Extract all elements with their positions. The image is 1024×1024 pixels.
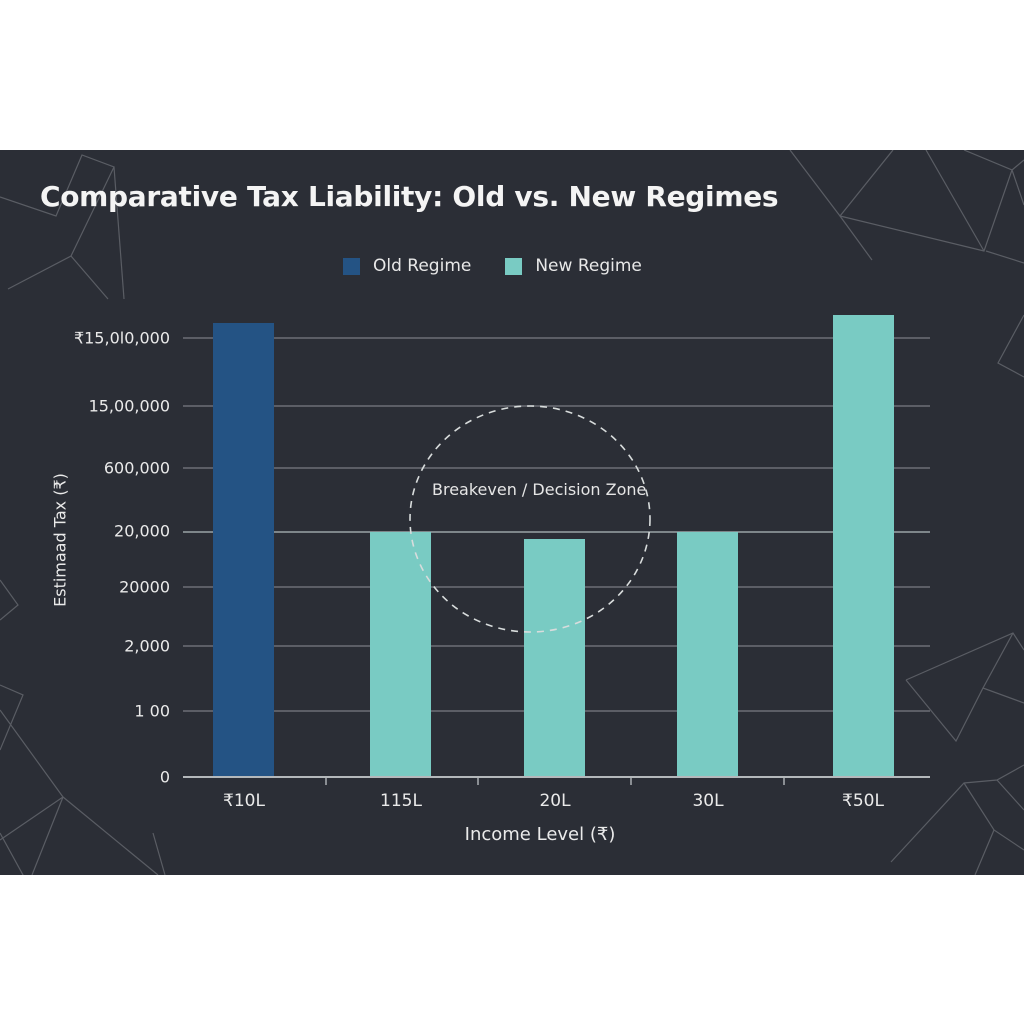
y-tick-label: 0: [159, 767, 170, 787]
x-tick-label: 30L: [692, 791, 724, 811]
y-axis-title: Estimaad Tax (₹): [50, 473, 70, 607]
bar-50L-new: [833, 315, 894, 776]
plot-area: [183, 315, 930, 785]
chart-title: Comparative Tax Liability: Old vs. New R…: [40, 180, 779, 213]
bar-20L-new: [524, 539, 585, 776]
y-tick-label: ₹15,0l0,000: [73, 328, 170, 348]
breakeven-annotation: Breakeven / Decision Zone: [432, 480, 647, 499]
x-tick-label: ₹10L: [223, 791, 265, 811]
y-tick-label: 2,000: [124, 636, 170, 656]
x-tick-label: ₹50L: [842, 791, 884, 811]
legend: Old Regime New Regime: [343, 256, 676, 276]
legend-item-new-regime[interactable]: New Regime: [505, 256, 642, 276]
y-tick-label: 600,000: [103, 458, 170, 478]
y-tick-label: 20000: [119, 577, 170, 597]
bar-115L-new: [370, 532, 431, 776]
old-regime-swatch-icon: [343, 257, 360, 275]
x-tick-label: 20L: [539, 791, 571, 811]
x-axis-title: Income Level (₹): [464, 824, 616, 845]
y-tick-label: 15,00,000: [88, 396, 170, 416]
y-tick-label: 1 00: [134, 701, 170, 721]
decorative-polygon-lines: [0, 150, 1024, 875]
new-regime-swatch-icon: [505, 257, 523, 275]
y-tick-label: 20,000: [114, 521, 170, 541]
x-tick-label: 115L: [380, 791, 422, 811]
legend-item-old-regime[interactable]: Old Regime: [343, 256, 471, 276]
chart-panel: Comparative Tax Liability: Old vs. New R…: [0, 150, 1024, 875]
legend-label-old: Old Regime: [373, 256, 472, 276]
decision-zone-circle: [409, 405, 651, 633]
legend-label-new: New Regime: [535, 256, 642, 276]
bar-30L-new: [677, 532, 738, 776]
bar-10L-old: [213, 323, 274, 776]
